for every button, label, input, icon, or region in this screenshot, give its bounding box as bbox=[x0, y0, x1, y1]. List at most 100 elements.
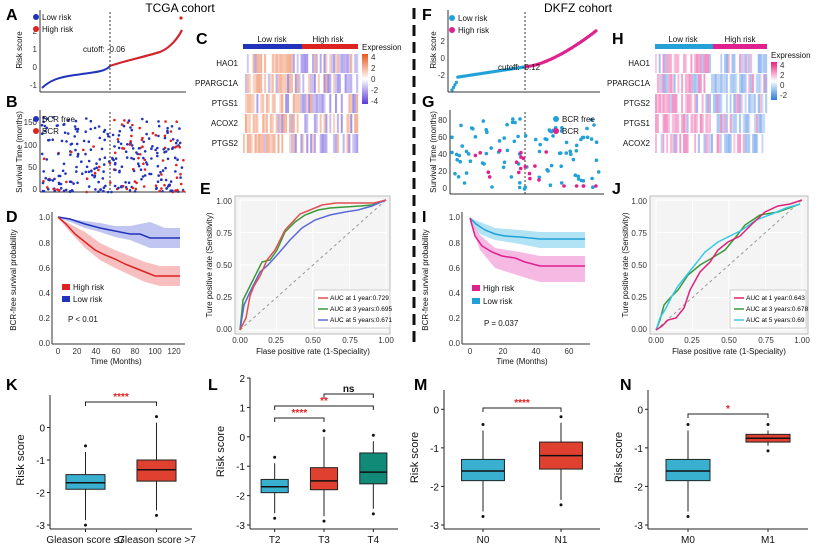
heatmap-cell bbox=[739, 54, 742, 73]
heatmap-cell bbox=[746, 134, 749, 153]
scatter-point bbox=[91, 173, 94, 177]
heatmap-cell bbox=[290, 74, 293, 93]
scatter-point bbox=[120, 185, 123, 188]
heatmap-cell bbox=[275, 54, 278, 73]
heatmap-cell bbox=[757, 134, 760, 153]
scatter-point bbox=[113, 184, 117, 188]
scatter-point bbox=[145, 132, 148, 136]
heatmap-cell bbox=[712, 54, 715, 73]
y-axis-label: Ture positive rate (Sensitivity) bbox=[621, 212, 630, 317]
heatmap-cell bbox=[722, 74, 725, 93]
heatmap-cell bbox=[656, 74, 659, 93]
scatter-point bbox=[42, 170, 45, 173]
heatmap-cell bbox=[750, 94, 753, 113]
heatmap-cell bbox=[712, 94, 715, 113]
heatmap-cell bbox=[753, 134, 756, 153]
heatmap-cell bbox=[733, 114, 736, 133]
heatmap-cell bbox=[725, 114, 728, 133]
heatmap-cell bbox=[338, 54, 341, 73]
heatmap-cell bbox=[338, 114, 341, 133]
heatmap-cell bbox=[302, 74, 305, 93]
heatmap-cell bbox=[660, 94, 663, 113]
scatter-point bbox=[74, 119, 78, 123]
heatmap-cell bbox=[266, 114, 269, 133]
heatmap-cell bbox=[705, 94, 708, 113]
heatmap-cell bbox=[740, 134, 743, 153]
roc-5y bbox=[239, 199, 387, 331]
heatmap-cell bbox=[262, 54, 265, 73]
heatmap-cell bbox=[289, 54, 292, 73]
legend-dot-low bbox=[33, 14, 39, 20]
scatter-point bbox=[102, 170, 105, 173]
ytick: 0.4 bbox=[39, 289, 51, 298]
scatter-point bbox=[464, 171, 469, 175]
heatmap-cell bbox=[354, 114, 357, 133]
heatmap-cell bbox=[701, 134, 704, 153]
scatter-point bbox=[51, 179, 55, 182]
heatmap-cell bbox=[759, 74, 762, 93]
heatmap-cell bbox=[273, 114, 276, 133]
heatmap-cell bbox=[675, 94, 678, 113]
heatmap-cell bbox=[761, 54, 764, 73]
heatmap-cell bbox=[294, 134, 297, 153]
scatter-point bbox=[558, 151, 563, 155]
heatmap-cell bbox=[252, 114, 255, 133]
heatmap-cell bbox=[701, 74, 704, 93]
significance-bracket bbox=[687, 413, 769, 418]
heatmap-cell bbox=[703, 94, 706, 113]
heatmap-cell bbox=[763, 74, 766, 93]
heatmap-cell bbox=[254, 74, 257, 93]
scatter-point bbox=[109, 181, 112, 184]
scatter-point bbox=[114, 157, 118, 160]
scatter-point bbox=[157, 120, 160, 123]
heatmap-cell bbox=[664, 114, 667, 133]
heatmap-cell bbox=[679, 134, 682, 153]
scatter-point bbox=[113, 118, 116, 122]
ytick: -2 bbox=[430, 482, 439, 493]
scatter-point bbox=[129, 140, 132, 143]
heatmap-cell bbox=[292, 94, 295, 113]
heatmap-cell bbox=[671, 94, 674, 113]
scatter-point bbox=[453, 83, 457, 87]
heatmap-cell bbox=[725, 94, 728, 113]
legend-1y: AUC at 1 year:0.729 bbox=[330, 295, 389, 302]
heatmap-cell bbox=[683, 54, 686, 73]
scatter-point bbox=[574, 143, 579, 148]
heatmap-cell bbox=[735, 74, 738, 93]
heatmap-cell bbox=[737, 94, 740, 113]
risk-curve-high bbox=[109, 29, 183, 67]
legend-1y: AUC at 1 year:0.643 bbox=[746, 295, 805, 302]
heatmap-cell bbox=[264, 54, 267, 73]
scatter-point bbox=[137, 164, 141, 168]
heatmap-cell bbox=[354, 94, 357, 113]
heatmap-cell bbox=[273, 54, 276, 73]
ci-high bbox=[58, 217, 180, 286]
ytick: -2 bbox=[36, 489, 45, 500]
heatmap-cell bbox=[742, 74, 745, 93]
group-low: Low risk bbox=[668, 35, 698, 44]
cutoff-label: cutoff: -0.12 bbox=[498, 63, 541, 72]
scatter-point bbox=[42, 157, 46, 160]
scatter-point bbox=[175, 120, 178, 123]
xtick: 0 bbox=[468, 347, 473, 356]
scatter-point bbox=[124, 150, 128, 153]
heatmap-cell bbox=[709, 54, 712, 73]
box bbox=[461, 458, 505, 482]
heatmap-cell bbox=[694, 134, 697, 153]
heatmap-cell bbox=[739, 134, 742, 153]
heatmap-cell bbox=[742, 114, 745, 133]
legend-dot-low bbox=[449, 15, 455, 21]
heatmap-cell bbox=[285, 134, 288, 153]
outlier-point bbox=[686, 515, 690, 518]
heatmap-cell bbox=[707, 114, 710, 133]
heatmap-cell bbox=[310, 74, 313, 93]
heatmap-cell bbox=[748, 134, 751, 153]
heatmap-cell bbox=[262, 74, 265, 93]
heatmap-cell bbox=[287, 54, 290, 73]
heatmap-cell bbox=[260, 114, 263, 133]
group-low: Low risk bbox=[257, 35, 287, 44]
heatmap-cell bbox=[742, 134, 745, 153]
xtick: 0.50 bbox=[721, 336, 737, 345]
heatmap-cell bbox=[264, 134, 267, 153]
heatmap-cell bbox=[275, 74, 278, 93]
